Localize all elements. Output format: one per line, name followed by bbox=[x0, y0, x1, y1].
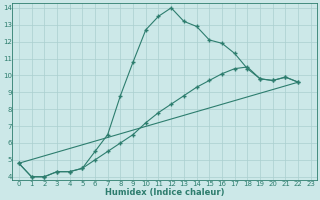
X-axis label: Humidex (Indice chaleur): Humidex (Indice chaleur) bbox=[105, 188, 225, 197]
